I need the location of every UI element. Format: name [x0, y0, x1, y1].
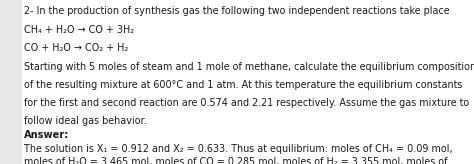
Text: CH₄ + H₂O → CO + 3H₂: CH₄ + H₂O → CO + 3H₂	[24, 25, 134, 35]
Text: of the resulting mixture at 600°C and 1 atm. At this temperature the equilibrium: of the resulting mixture at 600°C and 1 …	[24, 80, 462, 90]
Bar	[0, 0, 21, 164]
Text: for the first and second reaction are 0.574 and 2.21 respectively. Assume the ga: for the first and second reaction are 0.…	[24, 98, 469, 108]
Text: Answer:: Answer:	[24, 130, 69, 140]
Text: moles of H₂O = 3.465 mol, moles of CO = 0.285 mol, moles of H₂ = 3.355 mol, mole: moles of H₂O = 3.465 mol, moles of CO = …	[24, 157, 447, 164]
Text: Starting with 5 moles of steam and 1 mole of methane, calculate the equilibrium : Starting with 5 moles of steam and 1 mol…	[24, 62, 474, 72]
Text: CO + H₂O → CO₂ + H₂: CO + H₂O → CO₂ + H₂	[24, 43, 128, 53]
Text: follow ideal gas behavior.: follow ideal gas behavior.	[24, 116, 146, 126]
Text: 2- In the production of synthesis gas the following two independent reactions ta: 2- In the production of synthesis gas th…	[24, 6, 449, 16]
Text: The solution is X₁ = 0.912 and X₂ = 0.633. Thus at equilibrium: moles of CH₄ = 0: The solution is X₁ = 0.912 and X₂ = 0.63…	[24, 144, 452, 154]
